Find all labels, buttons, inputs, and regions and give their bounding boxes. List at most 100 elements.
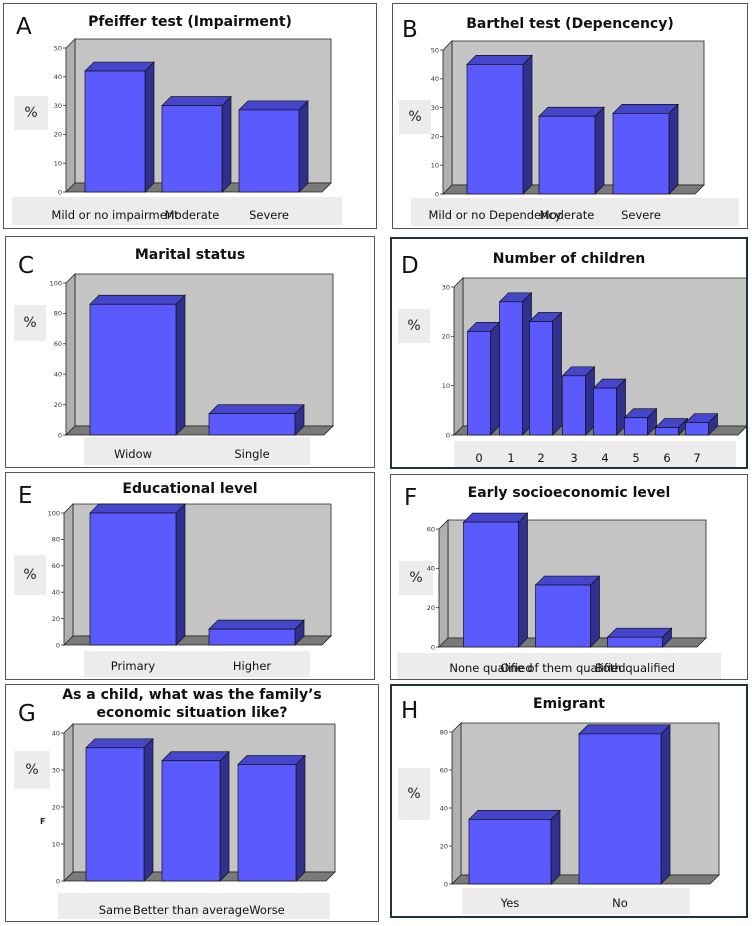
chart-title: Barthel test (Depencency) (466, 16, 674, 32)
category-label: One of them qualified (500, 661, 626, 675)
bar-chart: 0 10 20 30 40 50 (431, 40, 705, 198)
y-axis-label: % (399, 100, 431, 134)
category-label: Yes (500, 896, 520, 910)
bar-front (161, 105, 223, 193)
side-wall (63, 503, 74, 646)
bar (468, 809, 561, 885)
bar-front (624, 417, 648, 436)
bar-side (660, 724, 671, 885)
bar (208, 403, 305, 436)
category-strip (84, 437, 310, 465)
y-tick-label: 100 (48, 509, 60, 517)
axis-side-label: F (40, 817, 46, 826)
panel-b: B Barthel test (Depencency) % 0 10 20 30 40 5… (392, 3, 748, 229)
bar-front (161, 760, 221, 882)
chart-title: Early socioeconomic level (467, 485, 671, 501)
bar (89, 503, 186, 646)
bar-side (221, 95, 232, 193)
bar (578, 724, 671, 885)
bar-chart: 0 10 20 30 40 (52, 723, 336, 885)
y-axis-label: % (14, 305, 46, 341)
category-label: 3 (570, 451, 578, 465)
y-tick-label: 20 (427, 604, 435, 612)
bar-top (161, 751, 230, 762)
y-tick-label: 20 (52, 615, 60, 623)
bar-top (89, 294, 186, 305)
bar (684, 412, 719, 436)
y-tick-label: 60 (427, 525, 435, 533)
bar-front (237, 764, 297, 882)
category-label: Widow (113, 447, 153, 461)
y-tick-label: 0 (435, 190, 439, 198)
chart-title-line-2: economic situation like? (96, 705, 288, 721)
bar-side (668, 103, 679, 195)
y-tick-label: 0 (431, 643, 435, 651)
bar-chart: 0 10 20 30 40 50 (54, 38, 332, 196)
y-tick-label: 30 (431, 104, 439, 112)
side-wall (65, 38, 76, 193)
bar-side (590, 575, 600, 648)
bar-chart: 0 20 40 60 80 (440, 722, 720, 888)
side-wall (451, 722, 462, 885)
category-label: 7 (693, 451, 701, 465)
side-wall (438, 519, 449, 648)
category-label: Worse (249, 903, 285, 917)
category-strip (462, 888, 690, 914)
bar-chart: 0 10 20 30 (442, 277, 746, 439)
bar-chart: 0 20 40 60 80 100 (48, 503, 332, 649)
category-label: Severe (249, 208, 289, 222)
y-tick-label: 40 (54, 73, 62, 81)
bar-top (578, 724, 671, 735)
category-label: 2 (537, 451, 545, 465)
side-wall (65, 273, 76, 436)
bar-front (535, 584, 591, 648)
bar-side (550, 809, 561, 885)
panel-letter: E (18, 483, 33, 509)
y-tick-label: 20 (440, 842, 448, 850)
bar (592, 378, 627, 436)
y-tick-label: 60 (54, 340, 62, 348)
y-tick-label: 30 (54, 102, 62, 110)
bar-chart: 0 20 40 60 80 100 (50, 273, 334, 439)
bar-side (175, 503, 186, 646)
bar-top (89, 503, 186, 514)
panel-g: G As a child, what was the family’s econ… (5, 684, 379, 922)
panel-letter: F (404, 485, 418, 511)
category-label: 4 (601, 451, 609, 465)
bar-front (208, 413, 296, 436)
bar-side (175, 294, 186, 436)
bar-front (655, 427, 679, 436)
y-tick-label: 0 (446, 431, 450, 439)
bar-top (238, 100, 309, 111)
bar-top (462, 512, 529, 523)
bar-front (607, 636, 663, 648)
y-tick-label: 0 (444, 880, 448, 888)
bar-top (538, 106, 605, 117)
y-tick-label: 40 (431, 75, 439, 83)
category-strip (12, 197, 342, 225)
panel-d: D Number of children % 0 10 20 30 0 1 2 3 4 5 6 7 (390, 237, 748, 469)
bar-top (85, 738, 154, 749)
bar (612, 103, 679, 195)
panel-a: A Pfeiffer test (Impairment) % 0 10 20 30 40… (3, 3, 377, 229)
y-tick-label: 0 (58, 188, 62, 196)
bar-front (238, 109, 300, 193)
bar-front (89, 512, 177, 646)
y-axis-label: % (398, 768, 430, 820)
y-axis-label: % (14, 751, 50, 789)
bar (466, 321, 501, 436)
bar-front (685, 422, 709, 436)
bar-top (468, 810, 561, 820)
bar-side (552, 311, 562, 436)
y-tick-label: 0 (58, 431, 62, 439)
bar-side (295, 754, 306, 882)
y-tick-label: 20 (442, 333, 450, 341)
panel-e: E Educational level % 0 20 40 60 80 100 Prima… (5, 472, 375, 680)
category-label: Moderate (164, 208, 220, 222)
y-tick-label: 50 (54, 44, 62, 52)
bar-front (593, 387, 617, 436)
category-label: 1 (507, 451, 515, 465)
panel-letter: G (18, 701, 36, 727)
bar (161, 750, 230, 882)
bar-front (467, 331, 491, 436)
